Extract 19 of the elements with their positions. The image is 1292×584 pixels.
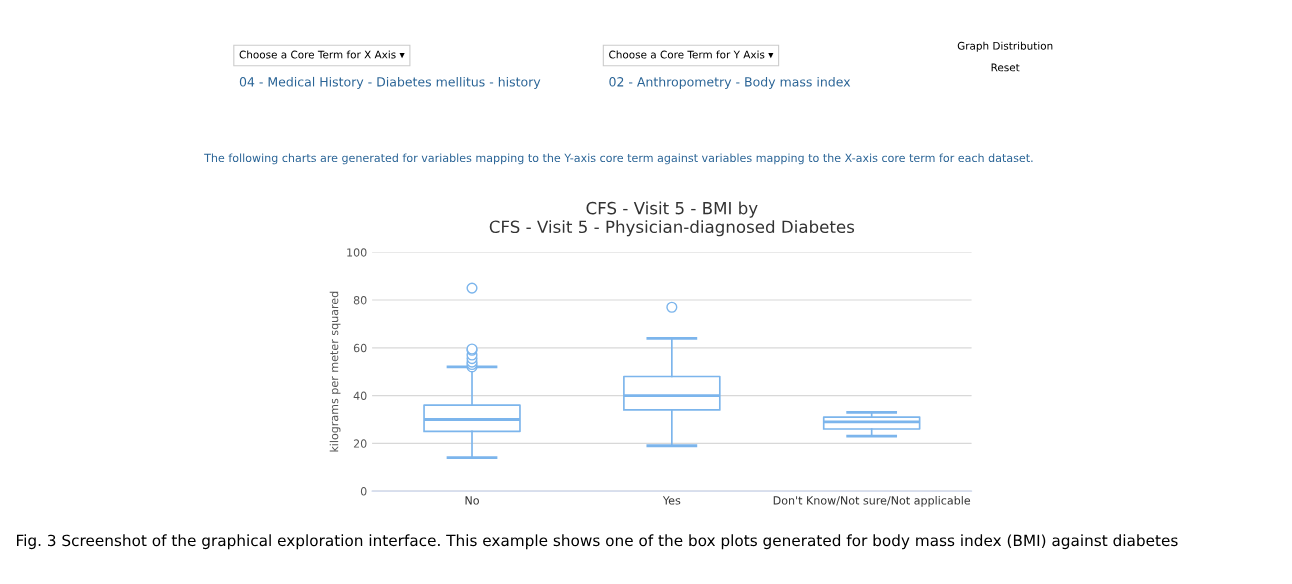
x-tick-label: Don't Know/Not sure/Not applicable — [773, 496, 971, 507]
text: Choose a Core Term for X Axis ▾ — [239, 50, 405, 59]
x-tick-label: No — [465, 496, 479, 505]
y-axis-title: kilograms per meter squared — [329, 291, 341, 452]
text: 02 - Anthropometry - Body mass index — [609, 76, 851, 89]
y-tick-label: 60 — [353, 343, 367, 353]
chart-title: CFS - Visit 5 - BMI by CFS - Visit 5 - Physician-diagnosed Diabetes — [489, 201, 855, 237]
text: 04 - Medical History - Diabetes mellitus - history — [239, 76, 541, 89]
text: Choose a Core Term for Y Axis ▾ — [609, 50, 774, 59]
x-tick-label: Yes — [662, 496, 681, 505]
y-tick-label: 100 — [347, 248, 367, 257]
y-tick-label: 20 — [353, 439, 367, 448]
text: Reset — [991, 63, 1020, 72]
y-tick-label: 40 — [353, 391, 367, 400]
text: Graph Distribution — [957, 41, 1053, 52]
y-tick-label: 80 — [353, 296, 367, 305]
text: The following charts are generated for variables mapping to the Y-axis core term against variables mapping to the X-axis core term for each dataset. — [204, 153, 1033, 165]
caption: Fig. 3 Screenshot of the graphical exploration interface. This example shows one of the box plots generated for body mass index (BMI) against diabetes — [17, 534, 1178, 550]
y-tick-label: 0 — [360, 487, 367, 496]
